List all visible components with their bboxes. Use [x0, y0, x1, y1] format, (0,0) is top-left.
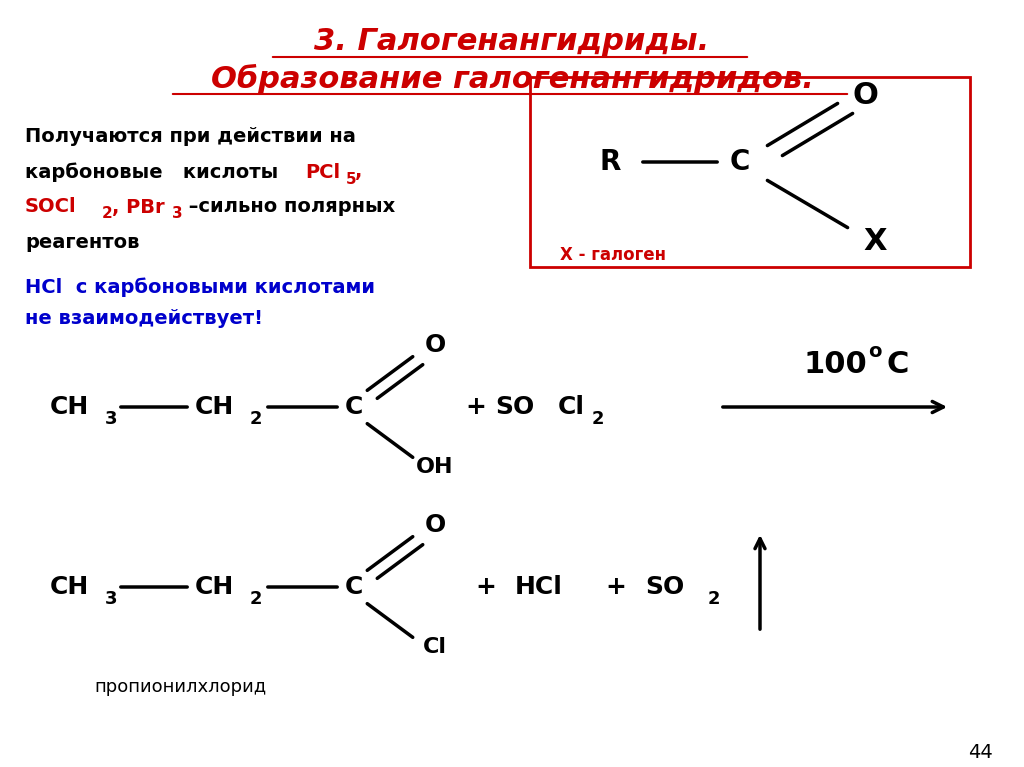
Text: 3: 3 [172, 206, 182, 222]
Text: 2: 2 [708, 590, 721, 608]
Text: пропионилхлорид: пропионилхлорид [94, 678, 266, 696]
Text: 44: 44 [968, 742, 992, 762]
Text: HCl  с карбоновыми кислотами: HCl с карбоновыми кислотами [25, 277, 375, 297]
FancyBboxPatch shape [530, 77, 970, 267]
Text: ,: , [355, 163, 362, 182]
Text: R: R [599, 148, 621, 176]
Text: 2: 2 [250, 590, 262, 608]
Text: 2: 2 [250, 410, 262, 428]
Text: SO: SO [495, 395, 535, 419]
Text: X - галоген: X - галоген [560, 246, 666, 264]
Text: C: C [345, 395, 364, 419]
Text: SOCl: SOCl [25, 197, 77, 216]
Text: CH: CH [50, 395, 89, 419]
Text: 100: 100 [803, 351, 867, 380]
Text: Образование галогенангидридов.: Образование галогенангидридов. [211, 64, 813, 94]
Text: SO: SO [645, 575, 684, 599]
Text: карбоновые   кислоты: карбоновые кислоты [25, 162, 285, 182]
Text: Cl: Cl [423, 637, 447, 657]
Text: O: O [424, 513, 445, 537]
Text: 3: 3 [105, 410, 118, 428]
Text: реагентов: реагентов [25, 232, 139, 252]
Text: 2: 2 [592, 410, 604, 428]
Text: O: O [424, 333, 445, 357]
Text: не взаимодействует!: не взаимодействует! [25, 310, 263, 328]
Text: PCl: PCl [305, 163, 340, 182]
Text: 3. Галогенангидриды.: 3. Галогенангидриды. [314, 28, 710, 57]
Text: Cl: Cl [558, 395, 585, 419]
Text: +: + [605, 575, 626, 599]
Text: +: + [465, 395, 485, 419]
Text: CH: CH [195, 395, 234, 419]
Text: HCl: HCl [515, 575, 563, 599]
Text: X: X [863, 228, 887, 256]
Text: C: C [345, 575, 364, 599]
Text: C: C [887, 351, 909, 380]
Text: OH: OH [416, 457, 454, 477]
Text: CH: CH [195, 575, 234, 599]
Text: , PBr: , PBr [112, 197, 165, 216]
Text: 2: 2 [102, 206, 113, 222]
Text: 5: 5 [346, 172, 356, 186]
Text: C: C [730, 148, 751, 176]
Text: –сильно полярных: –сильно полярных [182, 197, 395, 216]
Text: Получаются при действии на: Получаются при действии на [25, 127, 356, 146]
Text: 3: 3 [105, 590, 118, 608]
Text: CH: CH [50, 575, 89, 599]
Text: +: + [475, 575, 496, 599]
Text: O: O [852, 81, 878, 110]
Text: o: o [868, 343, 882, 361]
